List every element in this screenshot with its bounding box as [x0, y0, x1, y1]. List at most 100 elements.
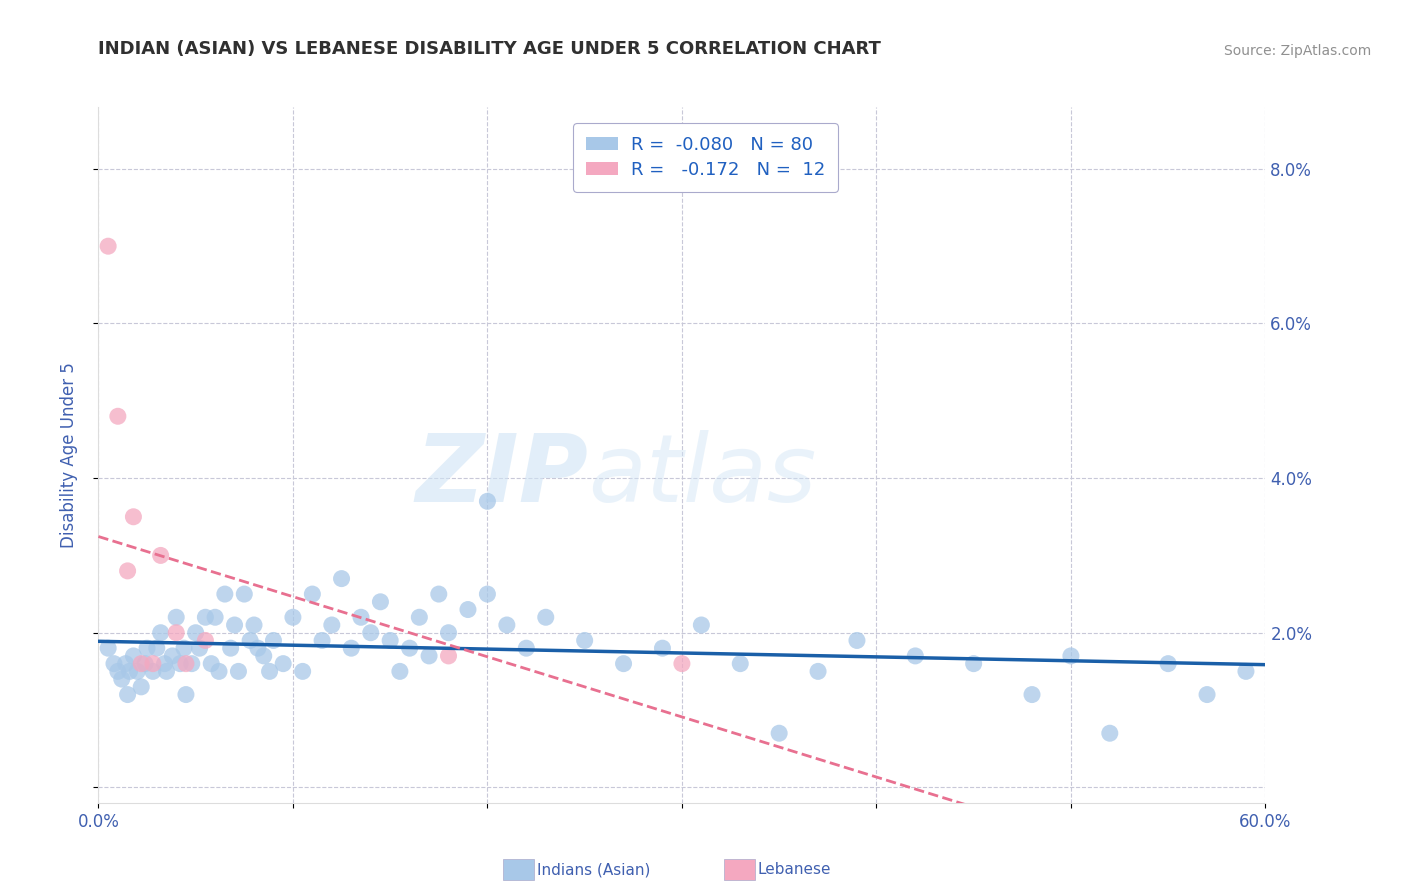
Point [1195, 688, 1218, 702]
Point [228, 665, 250, 679]
Point [219, 641, 242, 656]
Y-axis label: Disability Age Under 5: Disability Age Under 5 [59, 362, 77, 548]
Point [233, 587, 256, 601]
Point [418, 648, 440, 663]
Point [1098, 726, 1121, 740]
Point [97, 641, 120, 656]
Point [136, 641, 159, 656]
Point [398, 641, 420, 656]
Point [671, 657, 693, 671]
Point [204, 610, 226, 624]
Point [330, 572, 353, 586]
Point [180, 657, 202, 671]
Point [194, 610, 217, 624]
Point [651, 641, 673, 656]
Point [246, 641, 269, 656]
Point [457, 602, 479, 616]
Point [477, 587, 499, 601]
Text: Lebanese: Lebanese [758, 863, 831, 877]
Point [1234, 665, 1257, 679]
Point [208, 665, 231, 679]
Point [291, 665, 314, 679]
Text: INDIAN (ASIAN) VS LEBANESE DISABILITY AGE UNDER 5 CORRELATION CHART: INDIAN (ASIAN) VS LEBANESE DISABILITY AG… [98, 40, 882, 58]
Point [340, 641, 363, 656]
Point [259, 665, 281, 679]
Point [613, 657, 636, 671]
Point [214, 587, 236, 601]
Point [174, 688, 197, 702]
Point [188, 641, 211, 656]
Point [437, 648, 460, 663]
Point [114, 657, 136, 671]
Point [239, 633, 262, 648]
Text: atlas: atlas [589, 430, 817, 521]
Point [118, 665, 141, 679]
Point [515, 641, 537, 656]
Point [224, 618, 246, 632]
Point [281, 610, 304, 624]
Legend: R =  -0.080   N = 80, R =   -0.172   N =  12: R = -0.080 N = 80, R = -0.172 N = 12 [572, 123, 838, 192]
Text: Indians (Asian): Indians (Asian) [537, 863, 651, 877]
Point [427, 587, 450, 601]
Point [103, 657, 125, 671]
Point [149, 549, 172, 563]
Point [768, 726, 790, 740]
Point [408, 610, 430, 624]
Point [122, 648, 145, 663]
Point [127, 665, 149, 679]
Point [162, 648, 184, 663]
Point [184, 625, 207, 640]
Point [301, 587, 323, 601]
Point [271, 657, 294, 671]
Text: ZIP: ZIP [416, 430, 589, 522]
Point [350, 610, 373, 624]
Point [153, 657, 176, 671]
Point [107, 665, 129, 679]
Point [165, 610, 187, 624]
Point [1157, 657, 1180, 671]
Point [262, 633, 284, 648]
Point [129, 657, 152, 671]
Point [904, 648, 927, 663]
Point [1060, 648, 1083, 663]
Point [1021, 688, 1043, 702]
Point [134, 657, 156, 671]
Point [174, 657, 197, 671]
Point [155, 665, 177, 679]
Point [534, 610, 557, 624]
Text: Source: ZipAtlas.com: Source: ZipAtlas.com [1223, 44, 1371, 58]
Point [807, 665, 830, 679]
Point [142, 657, 165, 671]
Point [129, 680, 152, 694]
Point [165, 625, 187, 640]
Point [962, 657, 984, 671]
Point [149, 625, 172, 640]
Point [253, 648, 276, 663]
Point [111, 672, 134, 686]
Point [437, 625, 460, 640]
Point [122, 509, 145, 524]
Point [200, 657, 222, 671]
Point [370, 595, 392, 609]
Point [311, 633, 333, 648]
Point [146, 641, 169, 656]
Point [107, 409, 129, 424]
Point [194, 633, 217, 648]
Point [321, 618, 343, 632]
Point [690, 618, 713, 632]
Point [388, 665, 411, 679]
Point [495, 618, 517, 632]
Point [846, 633, 869, 648]
Point [117, 564, 139, 578]
Point [477, 494, 499, 508]
Point [97, 239, 120, 253]
Point [243, 618, 266, 632]
Point [142, 665, 165, 679]
Point [378, 633, 402, 648]
Point [360, 625, 382, 640]
Point [574, 633, 596, 648]
Point [730, 657, 752, 671]
Point [173, 641, 195, 656]
Point [169, 657, 191, 671]
Point [117, 688, 139, 702]
